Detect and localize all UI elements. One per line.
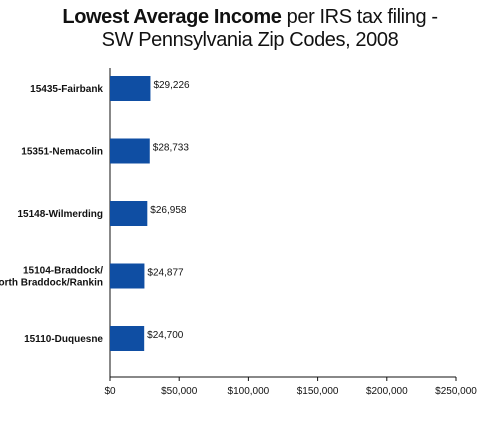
value-label: $28,733 (153, 143, 190, 154)
chart-title-bold: Lowest Average Income (62, 6, 282, 28)
x-tick-label: $100,000 (228, 386, 270, 397)
bar (110, 326, 145, 351)
chart-title-line2: SW Pennsylvania Zip Codes, 2008 (101, 29, 399, 51)
value-label: $24,700 (147, 330, 184, 341)
value-label: $29,226 (153, 80, 190, 91)
category-label: 15351-Nemacolin (21, 147, 103, 158)
bar (110, 263, 145, 289)
chart-title-rest: per IRS tax filing - (281, 6, 438, 28)
category-label: 15148-Wilmerding (18, 209, 104, 220)
category-label: 15104-Braddock/North Braddock/Rankin (0, 266, 103, 289)
category-label: 15435-Fairbank (30, 84, 103, 95)
value-label: $26,958 (150, 205, 187, 216)
bar (110, 76, 151, 101)
chart-title-line1: Lowest Average Income per IRS tax filing… (0, 6, 500, 29)
x-tick-label: $200,000 (366, 386, 408, 397)
bar (110, 138, 150, 164)
category-label: 15110-Duquesne (24, 334, 103, 345)
x-tick-label: $0 (104, 386, 116, 397)
value-label: $24,877 (147, 268, 184, 279)
x-tick-label: $50,000 (161, 386, 198, 397)
bar (110, 201, 148, 226)
x-tick-label: $150,000 (297, 386, 339, 397)
x-tick-label: $250,000 (435, 386, 477, 397)
chart-title: Lowest Average Income per IRS tax filing… (0, 6, 500, 52)
